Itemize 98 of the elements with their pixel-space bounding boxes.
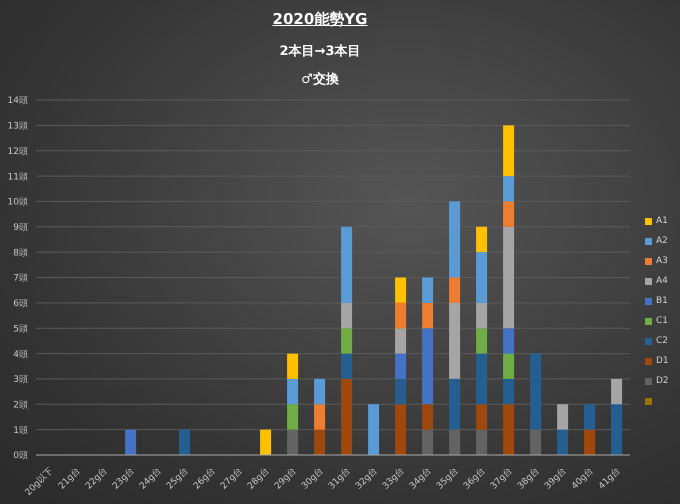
y-tick-label: 7頭 [13, 274, 28, 284]
bar [503, 176, 514, 202]
x-tick-label: 23g台 [110, 465, 137, 492]
y-tick-label: 5頭 [13, 324, 28, 334]
y-tick-label: 1頭 [13, 426, 28, 436]
chart-title: 2020能勢YG [272, 10, 368, 29]
x-tick-label: 33g台 [380, 465, 407, 492]
bar [503, 328, 514, 354]
bar [341, 354, 352, 379]
x-tick-label: 25g台 [164, 465, 191, 492]
y-tick-label: 13頭 [8, 122, 28, 132]
y-tick-label: 4頭 [13, 350, 28, 360]
bar [503, 404, 514, 455]
x-tick-label: 31g台 [326, 465, 353, 492]
bar [611, 378, 622, 404]
legend-label: D2 [656, 376, 669, 386]
y-tick-label: 0頭 [13, 451, 28, 462]
legend-label: C2 [656, 336, 668, 346]
legend-label: D1 [656, 356, 669, 366]
x-tick-label: 32g台 [353, 465, 380, 492]
x-tick-label: 35g台 [434, 465, 461, 492]
bar [557, 404, 568, 430]
bar [476, 252, 488, 303]
bar [584, 430, 596, 455]
bar [422, 328, 434, 404]
bar [503, 354, 514, 379]
bar [422, 302, 434, 328]
x-tick-label: 40g台 [569, 465, 596, 492]
bar [530, 354, 542, 430]
x-tick-label: 26g台 [191, 465, 218, 492]
y-tick-label: 10頭 [8, 198, 28, 208]
x-tick-label: 30g台 [299, 465, 326, 492]
bar [395, 278, 406, 303]
bar [449, 378, 460, 430]
legend-label: A3 [656, 256, 668, 266]
y-tick-label: 8頭 [13, 248, 28, 258]
bar [395, 354, 406, 379]
x-tick-label: 34g台 [407, 465, 434, 492]
y-tick-label: 11頭 [8, 172, 28, 182]
bar [125, 430, 136, 455]
bar [476, 354, 488, 404]
x-tick-label: 27g台 [218, 465, 245, 492]
bar [449, 201, 460, 278]
bar [476, 404, 488, 430]
y-tick-label: 6頭 [13, 299, 28, 310]
bar [476, 226, 488, 252]
bar [557, 430, 568, 455]
bar [503, 125, 514, 176]
bar [287, 354, 298, 379]
x-tick-label: 21g台 [56, 465, 83, 492]
bar [314, 404, 326, 430]
bar [341, 302, 352, 328]
bar [395, 328, 406, 354]
bar [287, 378, 298, 404]
bar [287, 404, 298, 430]
bar [341, 328, 352, 354]
y-tick-label: 3頭 [13, 375, 28, 386]
x-tick-label: 24g台 [137, 465, 164, 492]
y-tick-label: 12頭 [8, 146, 28, 157]
bar [314, 430, 326, 455]
bar [422, 404, 434, 430]
x-tick-label: 39g台 [542, 465, 569, 492]
x-tick-label: 22g台 [83, 465, 110, 492]
bar [422, 278, 434, 303]
bar [503, 226, 514, 328]
x-tick-label: 36g台 [461, 465, 488, 492]
y-tick-label: 2頭 [13, 400, 28, 410]
bar [341, 378, 352, 455]
legend-label: B1 [656, 296, 668, 306]
bar [476, 302, 488, 328]
bar [341, 226, 352, 303]
text: ♂交換 [300, 70, 340, 88]
bar [179, 430, 190, 455]
legend-label: A2 [656, 236, 668, 246]
bar [449, 302, 460, 379]
x-tick-label: 41g台 [596, 465, 623, 492]
bar [314, 378, 326, 404]
legend-label: C1 [656, 316, 668, 326]
bar [503, 201, 514, 227]
bar [395, 404, 406, 455]
x-tick-label: 38g台 [515, 465, 542, 492]
bar [395, 378, 406, 404]
chart-subtitle: 2本目→3本目 [278, 43, 362, 60]
bar [611, 404, 622, 455]
bar [476, 328, 488, 354]
x-tick-label: 28g台 [245, 465, 272, 492]
bar [584, 404, 596, 430]
bar [368, 404, 380, 455]
legend-label: A1 [656, 216, 668, 226]
bar [260, 430, 272, 455]
y-tick-label: 9頭 [13, 222, 28, 233]
bar [449, 278, 460, 303]
x-tick-label: 29g台 [272, 465, 299, 492]
x-tick-label: 37g台 [488, 465, 515, 492]
legend-label: A4 [656, 276, 668, 286]
y-tick-label: 14頭 [8, 96, 28, 106]
bar [503, 378, 514, 404]
bar [395, 302, 406, 328]
